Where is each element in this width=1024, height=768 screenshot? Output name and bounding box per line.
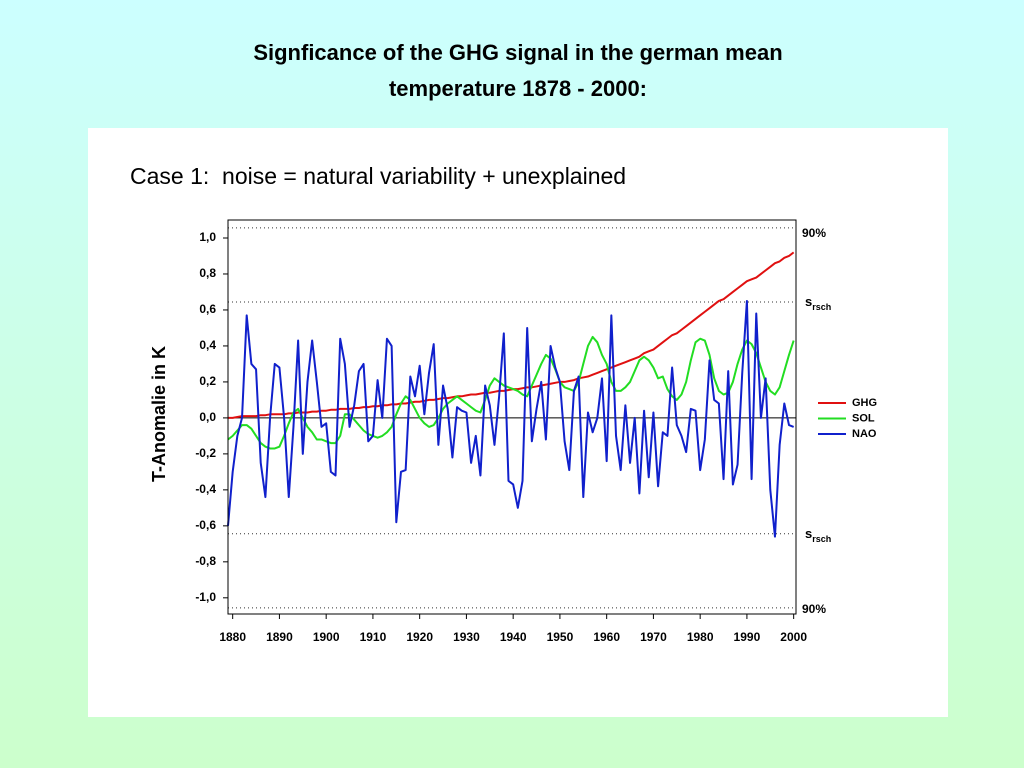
x-tick-label: 1900 [313, 630, 340, 644]
x-tick-label: 2000 [780, 630, 807, 644]
x-tick-label: 1890 [266, 630, 293, 644]
x-tick-label: 1930 [453, 630, 480, 644]
x-tick-label: 1940 [500, 630, 527, 644]
reference-label: 90% [802, 602, 826, 616]
y-tick-label: 0,6 [199, 302, 216, 316]
legend-label: GHG [852, 397, 877, 409]
reference-label-sub: rsch [812, 302, 831, 312]
x-tick-label: 1970 [640, 630, 667, 644]
legend-label: SOL [852, 412, 875, 424]
x-tick-label: 1960 [593, 630, 620, 644]
legend-label: NAO [852, 428, 877, 440]
plot-frame [227, 219, 797, 615]
reference-label-main: s [805, 526, 812, 541]
x-tick-label: 1950 [547, 630, 574, 644]
y-tick-label: 0,8 [199, 266, 216, 280]
y-tick-label: 0,2 [199, 374, 216, 388]
reference-label: srsch [805, 294, 831, 312]
x-tick-label: 1880 [219, 630, 246, 644]
x-tick-label: 1920 [406, 630, 433, 644]
series-line [227, 335, 795, 450]
series-line [227, 299, 795, 538]
y-tick-label: 0,0 [199, 410, 216, 424]
reference-label: srsch [805, 526, 831, 544]
y-tick-label: 0,4 [199, 338, 216, 352]
reference-label-sub: rsch [812, 534, 831, 544]
subtitle: Case 1: noise = natural variability + un… [130, 163, 626, 189]
y-tick-label: -0,6 [195, 518, 216, 532]
y-tick-label: -0,8 [195, 554, 216, 568]
x-tick-label: 1980 [687, 630, 714, 644]
title-line: temperature 1878 - 2000: [389, 76, 647, 101]
series-line [228, 251, 795, 419]
y-tick-label: -0,2 [195, 446, 216, 460]
reference-label: 90% [802, 226, 826, 240]
y-tick-label: -1,0 [195, 590, 216, 604]
x-tick-label: 1990 [734, 630, 761, 644]
y-axis-label: T-Anomalie in K [149, 346, 169, 482]
y-tick-label: -0,4 [195, 482, 216, 496]
panel [88, 128, 948, 717]
y-tick-label: 1,0 [199, 230, 216, 244]
reference-label-main: s [805, 294, 812, 309]
title-line: Signficance of the GHG signal in the ger… [253, 40, 782, 65]
x-tick-label: 1910 [360, 630, 387, 644]
